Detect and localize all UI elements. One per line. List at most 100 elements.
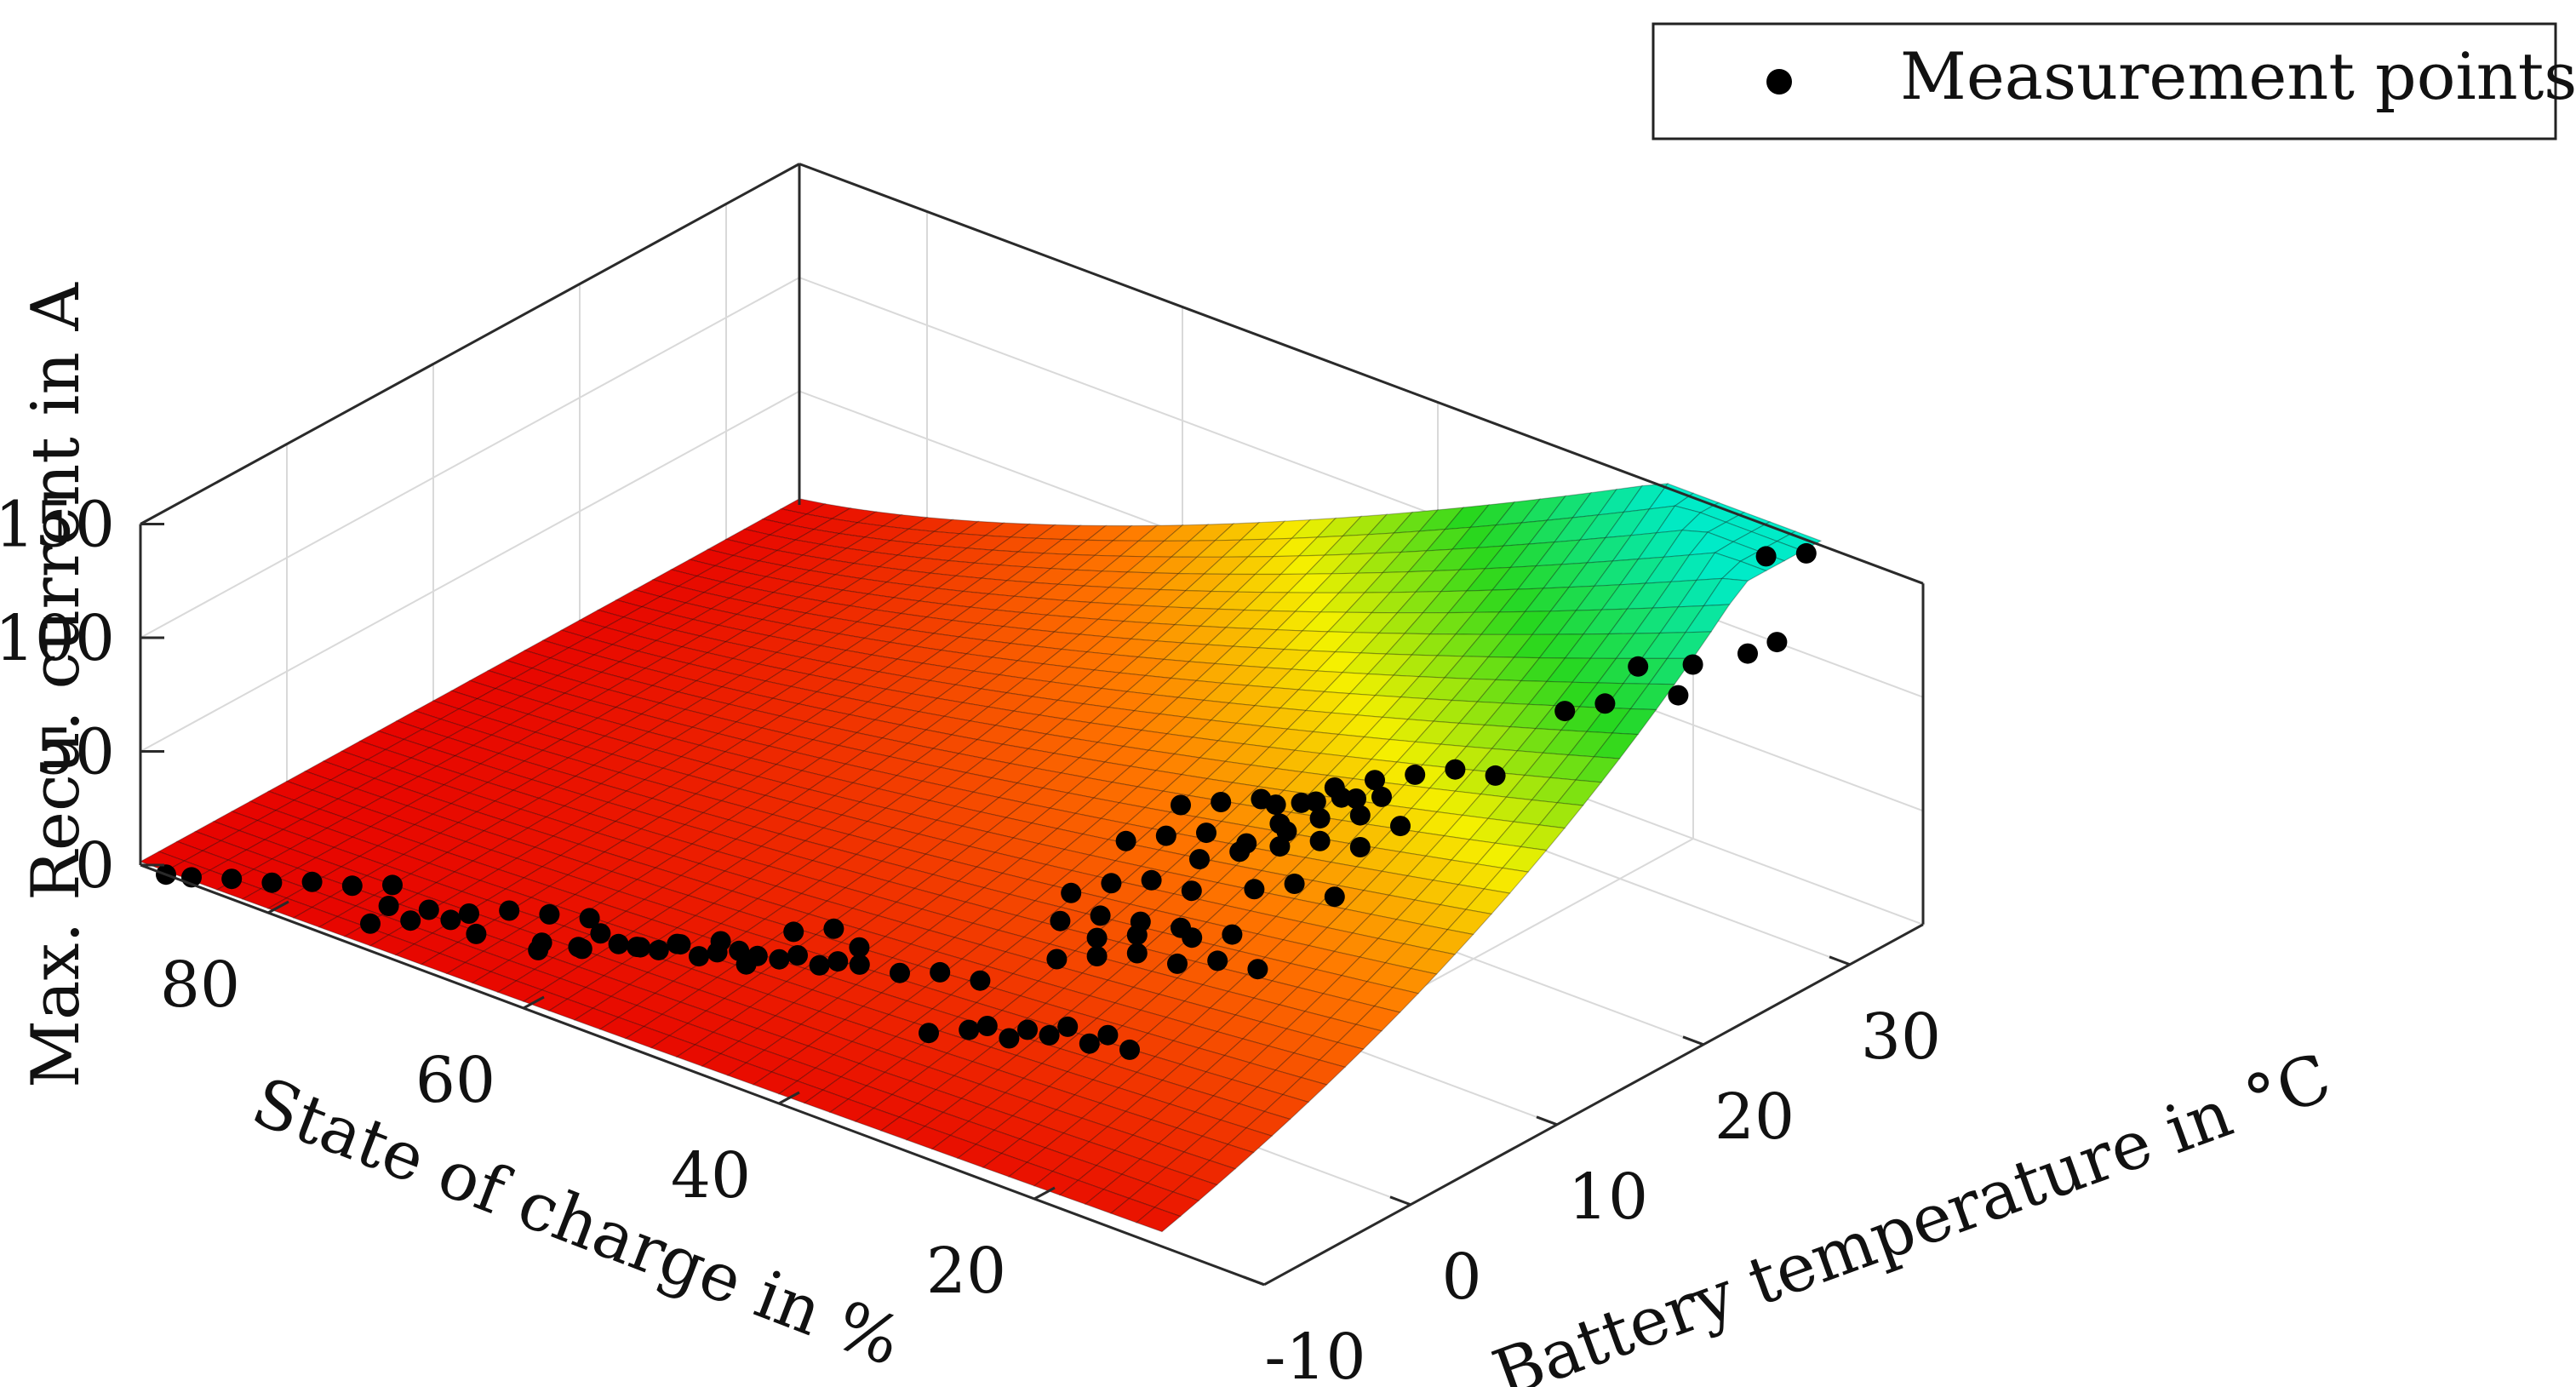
measurement-point	[1244, 879, 1265, 900]
legend-box	[1652, 22, 2557, 140]
measurement-point	[736, 954, 757, 975]
measurement-point	[1755, 546, 1777, 567]
y-tick-label: -10	[1264, 1321, 1365, 1387]
measurement-point	[1309, 808, 1331, 829]
measurement-point	[1390, 816, 1411, 837]
measurement-point	[1057, 1016, 1079, 1037]
x-axis-line	[140, 863, 1265, 1287]
measurement-point	[1737, 643, 1758, 664]
x-tick-label: 40	[671, 1139, 751, 1212]
measurement-point	[1284, 874, 1305, 894]
axes-layer: 0 50 100 150 80 60 40 20 -10 0 10 20 30	[0, 163, 1941, 1387]
measurement-point	[1269, 836, 1291, 857]
measurement-point	[1349, 837, 1371, 857]
x-tick-mark	[267, 900, 289, 914]
surface-patch	[1318, 1041, 1365, 1068]
surface-patch	[1574, 756, 1621, 783]
measurement-point	[590, 923, 611, 944]
measurement-point	[1211, 792, 1232, 812]
measurement-point	[1247, 959, 1268, 980]
measurement-point	[360, 913, 381, 934]
surface-patch	[1171, 1175, 1218, 1201]
measurement-point	[1309, 830, 1331, 851]
y-axis-line	[1263, 923, 1924, 1287]
measurement-point	[301, 871, 323, 892]
surface-patch	[1300, 1059, 1347, 1086]
measurement-point	[1155, 825, 1176, 846]
legend-marker	[1766, 69, 1792, 95]
measurement-point	[783, 921, 804, 943]
measurement-point	[1050, 910, 1071, 931]
measurement-point	[769, 949, 790, 970]
measurement-point	[1189, 849, 1210, 870]
measurement-point	[1291, 792, 1312, 813]
measurement-point	[1171, 917, 1191, 938]
x-tick-mark	[778, 1091, 800, 1105]
z-tick-label: 100	[0, 602, 115, 675]
measurement-point	[1097, 1024, 1119, 1046]
measurement-point	[1119, 1039, 1140, 1060]
legend: Measurement points	[1652, 22, 2576, 140]
measurement-point	[1130, 911, 1151, 932]
measurement-point	[1090, 905, 1111, 926]
measurement-point	[528, 939, 549, 960]
surface-patch	[1464, 888, 1511, 915]
measurement-point	[1017, 1019, 1038, 1040]
measurement-point	[1682, 654, 1703, 675]
box-edge-top-back	[140, 163, 800, 525]
measurement-point	[1181, 880, 1202, 902]
measurement-point	[1171, 794, 1191, 816]
x-tick-label: 80	[160, 949, 240, 1022]
measurement-point	[1039, 1024, 1060, 1046]
measurement-point	[568, 937, 589, 958]
measurement-point	[1079, 1033, 1100, 1054]
measurement-point	[1207, 950, 1228, 971]
y-tick-label: 20	[1714, 1080, 1795, 1154]
y-tick-mark	[1243, 1275, 1265, 1287]
measurement-point	[1445, 759, 1466, 780]
measurement-point	[1126, 943, 1148, 964]
measurement-point	[999, 1028, 1020, 1049]
measurement-point	[378, 896, 399, 916]
measurement-point	[849, 954, 870, 975]
y-tick-label: 0	[1441, 1241, 1481, 1314]
measurement-point	[1305, 791, 1326, 812]
measurement-point	[1795, 542, 1817, 564]
measurement-point	[1167, 953, 1188, 974]
measurement-point	[1485, 765, 1506, 786]
measurement-point	[341, 875, 363, 897]
measurement-point	[1265, 794, 1286, 816]
measurement-point	[440, 909, 461, 931]
y-tick-label: 10	[1568, 1161, 1648, 1234]
measurement-point	[930, 961, 951, 983]
x-tick-mark	[1033, 1186, 1056, 1201]
measurement-point	[1766, 632, 1788, 653]
measurement-point	[1229, 841, 1251, 863]
measurement-point	[648, 939, 669, 960]
measurement-point	[382, 874, 403, 896]
measurement-point	[670, 934, 691, 955]
measurement-point	[689, 946, 709, 967]
measurement-point	[919, 1023, 939, 1044]
y-tick-mark	[1682, 1035, 1704, 1046]
measurement-point	[459, 903, 479, 924]
measurement-point	[809, 954, 830, 976]
legend-label: Measurement points	[1900, 38, 2576, 114]
measurement-point	[418, 899, 439, 920]
measurement-point	[823, 918, 844, 939]
measurement-point	[1115, 830, 1136, 851]
measurement-point	[499, 900, 520, 921]
z-tick-label: 0	[75, 829, 115, 903]
surface-patch	[1190, 1160, 1237, 1186]
measurement-point	[959, 1019, 980, 1040]
measurement-point	[849, 937, 870, 958]
measurement-point	[710, 931, 731, 952]
x-tick-label: 20	[926, 1235, 1006, 1308]
gridline-z-back	[140, 277, 800, 639]
z-tick-label: 50	[35, 716, 115, 789]
surface-patch	[1720, 560, 1767, 582]
measurement-point	[1346, 788, 1366, 809]
x-axis-label: State of charge in %	[243, 1063, 912, 1381]
box-edge-top-side	[799, 163, 1924, 585]
